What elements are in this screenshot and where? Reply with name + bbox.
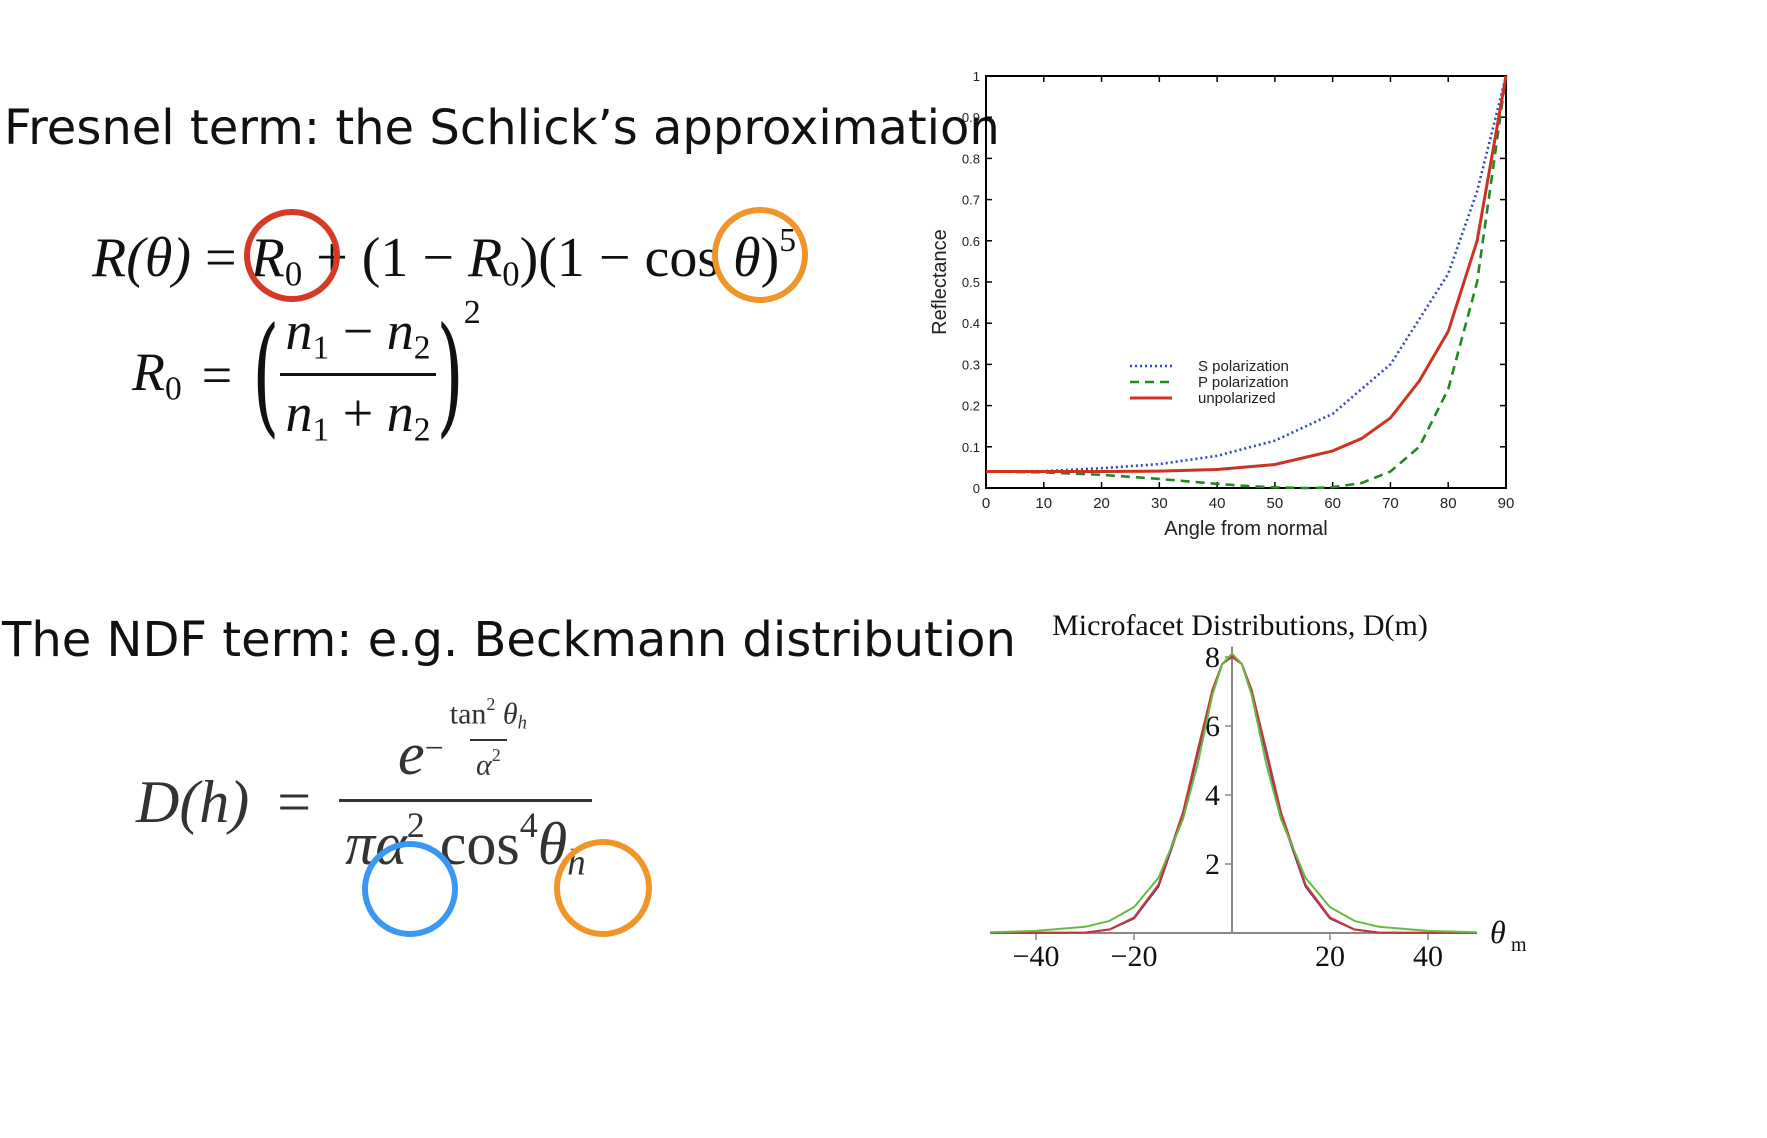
legend-label: S polarization: [1198, 358, 1289, 375]
x-tick-label: −20: [1111, 940, 1158, 973]
x-tick-label: 80: [1440, 495, 1457, 512]
schlick-mid-term: )(1 −: [519, 227, 631, 290]
y-tick-label: 0.5: [962, 275, 980, 290]
y-tick-label: 2: [1205, 848, 1220, 881]
schlick-equation: R(θ) = R0 + (1 − R0)(1 − cos θ)5: [92, 222, 796, 295]
x-tick-label: 20: [1093, 495, 1110, 512]
r0-exponent: 2: [463, 294, 481, 331]
r0-right-paren: ): [436, 299, 464, 451]
y-tick-label: 0.7: [962, 193, 980, 208]
distribution-curve-1: [990, 654, 1478, 934]
series-line-s-polarization: [985, 75, 1508, 473]
schlick-lhs: R(θ): [92, 227, 192, 290]
x-axis-label: Angle from normal: [1164, 518, 1327, 540]
x-tick-label: 30: [1151, 495, 1168, 512]
legend-label: unpolarized: [1198, 390, 1276, 407]
y-tick-label: 0.3: [962, 357, 980, 372]
schlick-equals: =: [205, 227, 237, 290]
beckmann-equation: D(h) = e − tan2 θh α2 πα2 cos4θh: [136, 694, 592, 884]
x-tick-label: 10: [1035, 495, 1052, 512]
x-tick-label: −40: [1013, 940, 1060, 973]
r0-numerator: n1 − n2: [285, 301, 431, 367]
chart-title: Microfacet Distributions, D(m): [1052, 609, 1428, 642]
x-tick-label: 50: [1267, 495, 1284, 512]
y-tick-label: 0.8: [962, 151, 980, 166]
beckmann-equals: =: [277, 768, 312, 835]
distribution-curve-2: [990, 656, 1478, 934]
r0-equals: =: [201, 344, 233, 405]
x-tick-label: 60: [1324, 495, 1341, 512]
ndf-heading: The NDF term: e.g. Beckmann distribution: [2, 612, 1016, 668]
x-tick-label: 40: [1413, 940, 1443, 973]
y-tick-label: 0.2: [962, 399, 980, 414]
y-tick-label: 0.1: [962, 440, 980, 455]
legend-label: P polarization: [1198, 374, 1289, 391]
x-tick-label: 70: [1382, 495, 1399, 512]
r0-denominator: n1 + n2: [279, 373, 437, 449]
x-tick-label: 20: [1315, 940, 1345, 973]
beckmann-e: e: [397, 721, 425, 787]
y-axis-label: Reflectance: [929, 229, 951, 335]
plot-frame: [985, 75, 1507, 489]
r0-left-paren: (: [252, 299, 280, 451]
r0-equation: R0 = ( n1 − n2 n1 + n2 ) 2: [132, 294, 481, 451]
x-axis-label-subscript: m: [1511, 934, 1527, 956]
series-line-unpolarized: [986, 75, 1508, 474]
y-tick-label: 0.9: [962, 110, 980, 125]
cos-theta-highlight-ring: [712, 207, 808, 303]
y-tick-label: 4: [1205, 779, 1220, 812]
beckmann-numerator: e − tan2 θh α2: [392, 694, 539, 799]
series-line-p-polarization: [985, 75, 1508, 490]
x-tick-label: 90: [1498, 495, 1515, 512]
y-tick-label: 0.4: [962, 316, 980, 331]
r0-lhs: R0: [132, 342, 182, 408]
y-tick-label: 0.6: [962, 234, 980, 249]
x-tick-label: 40: [1209, 495, 1226, 512]
fresnel-reflectance-chart: 0 10 20 30 40 50 60 70 80 90 0 0.1 0.2 0.3 0.4 0.5 0.6 0.…: [929, 69, 1515, 540]
schlick-r0-second: R0: [468, 227, 520, 294]
y-tick-label: 6: [1205, 710, 1220, 743]
x-axis-label: θ: [1490, 914, 1506, 950]
schlick-cos: cos: [644, 227, 720, 290]
beckmann-exponent-fraction: tan2 θh α2: [449, 694, 527, 782]
microfacet-distribution-chart: Microfacet Distributions, D(m) −40 −20 20 40…: [990, 609, 1527, 973]
y-tick-label: 8: [1205, 641, 1220, 674]
x-tick-label: 0: [982, 495, 990, 512]
theta-h-highlight-ring: [554, 839, 652, 937]
y-tick-label: 0: [973, 481, 980, 496]
distribution-curve-3: [990, 652, 1478, 934]
fresnel-heading: Fresnel term: the Schlick’s approximatio…: [4, 100, 1000, 156]
beckmann-lhs: D(h): [136, 768, 250, 835]
y-tick-label: 1: [973, 69, 980, 84]
r0-highlight-ring: [244, 209, 340, 302]
beckmann-cos: cos4: [439, 805, 538, 877]
beckmann-minus: −: [424, 730, 444, 767]
r0-fraction: n1 − n2 n1 + n2: [279, 300, 437, 450]
alpha-highlight-ring: [362, 841, 458, 937]
